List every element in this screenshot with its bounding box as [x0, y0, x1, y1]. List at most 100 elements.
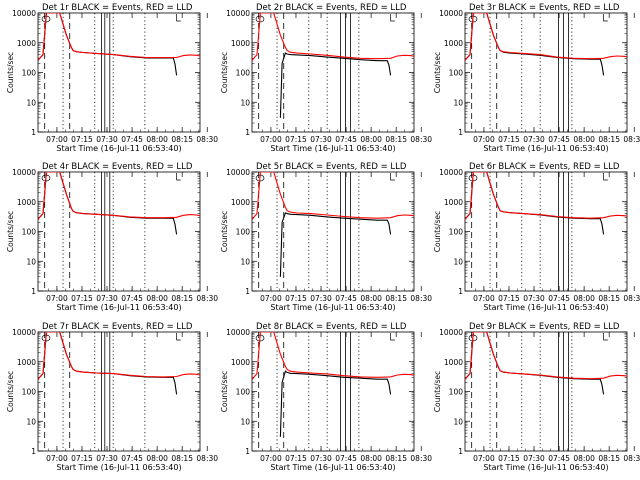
x-tick-label: 07:15 — [285, 454, 307, 463]
x-tick-label: 07:30 — [523, 294, 545, 303]
y-tick-label: 100 — [449, 388, 464, 397]
y-tick-label: 10000 — [439, 9, 463, 18]
detector-panel-1: Det 1r BLACK = Events, RED = LLD 1 10 100 10… — [6, 3, 218, 153]
x-axis-label: Start Time (16-Jul-11 06:53:40) — [56, 463, 181, 472]
series-group — [465, 172, 627, 235]
series-group — [252, 332, 414, 437]
x-tick-label: 07:30 — [310, 454, 332, 463]
panel-title: Det 6r BLACK = Events, RED = LLD — [469, 162, 620, 172]
y-tick-label: 1000 — [444, 39, 463, 48]
detector-panel-6: Det 6r BLACK = Events, RED = LLD 1 10 100 10… — [433, 162, 640, 312]
x-tick-label: 08:00 — [360, 454, 382, 463]
x-tick-label: 07:45 — [548, 135, 570, 144]
y-tick-label: 100 — [236, 228, 251, 237]
series-lld-line — [38, 172, 200, 221]
series-events-line — [39, 13, 178, 76]
y-tick-label: 1000 — [444, 198, 463, 207]
x-tick-label: 08:30 — [196, 135, 218, 144]
x-tick-label: 08:15 — [171, 294, 193, 303]
series-events-line — [39, 332, 178, 395]
y-tick-label: 10 — [26, 257, 36, 266]
panel-title: Det 7r BLACK = Events, RED = LLD — [42, 322, 193, 332]
y-tick-label: 1000 — [231, 39, 250, 48]
series-lld-line — [465, 332, 627, 381]
y-tick-label: 10 — [240, 417, 250, 426]
x-tick-label: 08:00 — [146, 454, 168, 463]
x-tick-label: 08:00 — [146, 135, 168, 144]
attenuator-marker-bracket — [390, 333, 395, 341]
x-tick-label: 08:30 — [623, 454, 640, 463]
x-axis-label: Start Time (16-Jul-11 06:53:40) — [483, 303, 608, 312]
series-group — [252, 172, 414, 277]
y-tick-label: 10 — [453, 98, 463, 107]
y-axis-label: Counts/sec — [433, 52, 442, 93]
panel-title: Det 5r BLACK = Events, RED = LLD — [256, 162, 407, 172]
x-tick-label: 07:45 — [121, 294, 143, 303]
y-tick-label: 1000 — [17, 39, 36, 48]
detector-panel-9: Det 9r BLACK = Events, RED = LLD 1 10 100 10… — [433, 322, 640, 472]
y-tick-label: 100 — [22, 69, 37, 78]
y-tick-label: 1000 — [17, 198, 36, 207]
x-axis-label: Start Time (16-Jul-11 06:53:40) — [270, 144, 395, 153]
y-axis-label: Counts/sec — [220, 52, 229, 93]
y-tick-label: 10000 — [12, 328, 36, 337]
y-tick-label: 1 — [245, 447, 250, 456]
x-tick-label: 07:45 — [548, 454, 570, 463]
y-tick-label: 10000 — [439, 328, 463, 337]
x-tick-label: 08:15 — [171, 135, 193, 144]
y-axis-label: Counts/sec — [6, 211, 15, 252]
y-tick-label: 1000 — [231, 198, 250, 207]
y-tick-label: 10 — [453, 257, 463, 266]
x-tick-label: 07:00 — [260, 454, 282, 463]
attenuator-marker-bracket — [390, 173, 395, 181]
x-axis-label: Start Time (16-Jul-11 06:53:40) — [56, 144, 181, 153]
y-axis-label: Counts/sec — [6, 52, 15, 93]
y-tick-label: 1 — [31, 128, 36, 137]
x-tick-label: 07:00 — [46, 294, 68, 303]
panel-title: Det 3r BLACK = Events, RED = LLD — [469, 3, 620, 13]
panel-title: Det 2r BLACK = Events, RED = LLD — [256, 3, 407, 13]
x-tick-label: 08:15 — [385, 135, 407, 144]
y-tick-label: 1 — [245, 128, 250, 137]
attenuator-marker-bracket — [176, 173, 181, 181]
x-tick-label: 08:00 — [573, 454, 595, 463]
attenuator-marker-bracket — [176, 14, 181, 22]
y-tick-label: 1 — [31, 287, 36, 296]
x-axis-label: Start Time (16-Jul-11 06:53:40) — [270, 303, 395, 312]
x-tick-label: 08:30 — [623, 294, 640, 303]
x-tick-label: 07:30 — [310, 135, 332, 144]
y-tick-label: 10000 — [12, 168, 36, 177]
x-tick-label: 08:00 — [360, 294, 382, 303]
x-tick-label: 08:30 — [410, 454, 432, 463]
y-tick-label: 10000 — [439, 168, 463, 177]
panel-title: Det 4r BLACK = Events, RED = LLD — [42, 162, 193, 172]
x-tick-label: 07:00 — [46, 454, 68, 463]
x-tick-label: 07:45 — [335, 454, 357, 463]
x-tick-label: 07:15 — [498, 135, 520, 144]
attenuator-marker-bracket — [176, 333, 181, 341]
y-axis-label: Counts/sec — [220, 211, 229, 252]
y-axis-label: Counts/sec — [433, 211, 442, 252]
x-tick-label: 07:00 — [46, 135, 68, 144]
x-tick-label: 08:15 — [598, 294, 620, 303]
series-lld-line — [38, 13, 200, 62]
series-lld-line — [465, 172, 627, 221]
x-tick-label: 07:15 — [71, 294, 93, 303]
series-group — [38, 172, 200, 235]
x-tick-label: 07:00 — [473, 135, 495, 144]
x-axis-label: Start Time (16-Jul-11 06:53:40) — [56, 303, 181, 312]
x-tick-label: 07:45 — [335, 135, 357, 144]
series-events-line — [466, 172, 605, 235]
y-tick-label: 1 — [31, 447, 36, 456]
y-tick-label: 100 — [449, 228, 464, 237]
detector-panel-2: Det 2r BLACK = Events, RED = LLD 1 10 100 10… — [220, 3, 432, 153]
x-tick-label: 07:15 — [71, 454, 93, 463]
y-tick-label: 10 — [26, 417, 36, 426]
x-axis-label: Start Time (16-Jul-11 06:53:40) — [483, 144, 608, 153]
attenuator-marker-bracket — [603, 333, 608, 341]
y-tick-label: 10000 — [226, 328, 250, 337]
x-tick-label: 07:00 — [473, 294, 495, 303]
x-tick-label: 07:30 — [523, 135, 545, 144]
x-tick-label: 07:15 — [71, 135, 93, 144]
series-lld-line — [465, 13, 627, 62]
